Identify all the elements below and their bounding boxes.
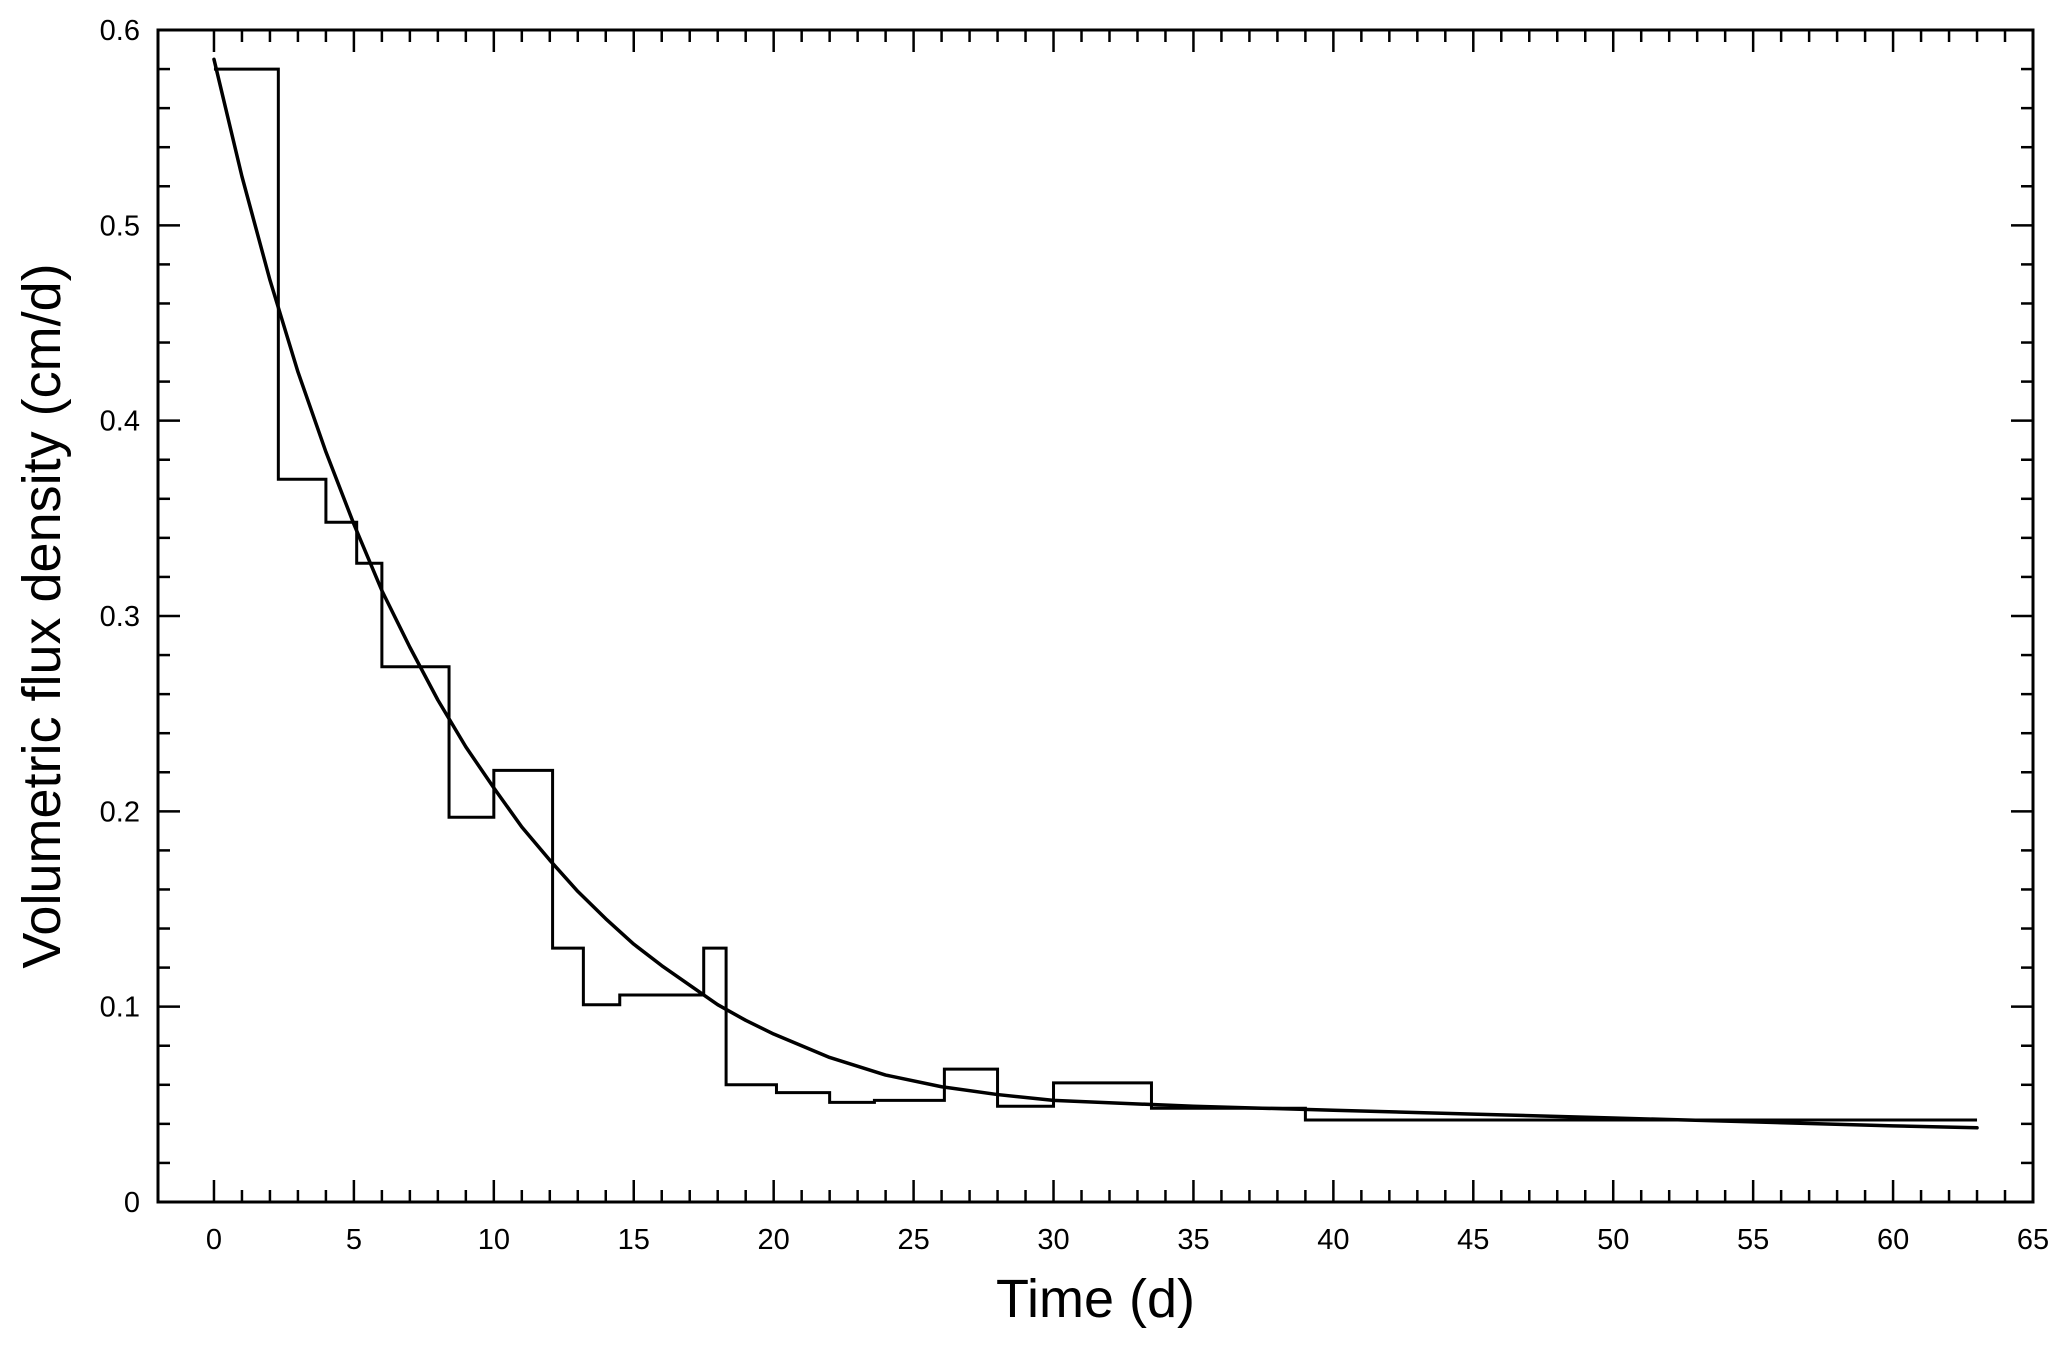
- x-tick-label: 25: [897, 1224, 929, 1256]
- x-tick-label: 60: [1877, 1224, 1909, 1256]
- x-tick-label: 20: [758, 1224, 790, 1256]
- tick-labels: 0 5 10 15 20 25 30 35 40 45 50 55 60 65 0 0.1 0.2 0.3 0.4 0…: [100, 15, 2049, 1256]
- x-tick-label: 5: [346, 1224, 362, 1256]
- x-tick-label: 10: [478, 1224, 510, 1256]
- y-tick-label: 0: [124, 1187, 140, 1219]
- x-tick-label: 40: [1317, 1224, 1349, 1256]
- y-tick-label: 0.4: [100, 406, 140, 438]
- x-tick-label: 35: [1177, 1224, 1209, 1256]
- x-tick-label: 65: [2017, 1224, 2049, 1256]
- x-tick-label: 15: [618, 1224, 650, 1256]
- x-axis-title: Time (d): [996, 1269, 1195, 1329]
- y-tick-label: 0.5: [100, 210, 140, 242]
- y-axis-title: Volumetric flux density (cm/d): [12, 263, 72, 968]
- x-tick-label: 30: [1037, 1224, 1069, 1256]
- y-tick-label: 0.2: [100, 796, 140, 828]
- y-tick-label: 0.6: [100, 15, 140, 47]
- fitted-curve-line: [212, 57, 1979, 1130]
- x-tick-label: 0: [206, 1224, 222, 1256]
- x-tick-label: 55: [1737, 1224, 1769, 1256]
- step-series-line: [213, 67, 1978, 1122]
- major-ticks: [158, 28, 2035, 1204]
- x-tick-label: 45: [1457, 1224, 1489, 1256]
- y-tick-label: 0.3: [100, 601, 140, 633]
- y-tick-label: 0.1: [100, 992, 140, 1024]
- series-layer: [212, 57, 1979, 1130]
- x-tick-label: 50: [1597, 1224, 1629, 1256]
- minor-ticks: [158, 30, 2033, 1202]
- plot-frame: [156, 28, 2035, 1204]
